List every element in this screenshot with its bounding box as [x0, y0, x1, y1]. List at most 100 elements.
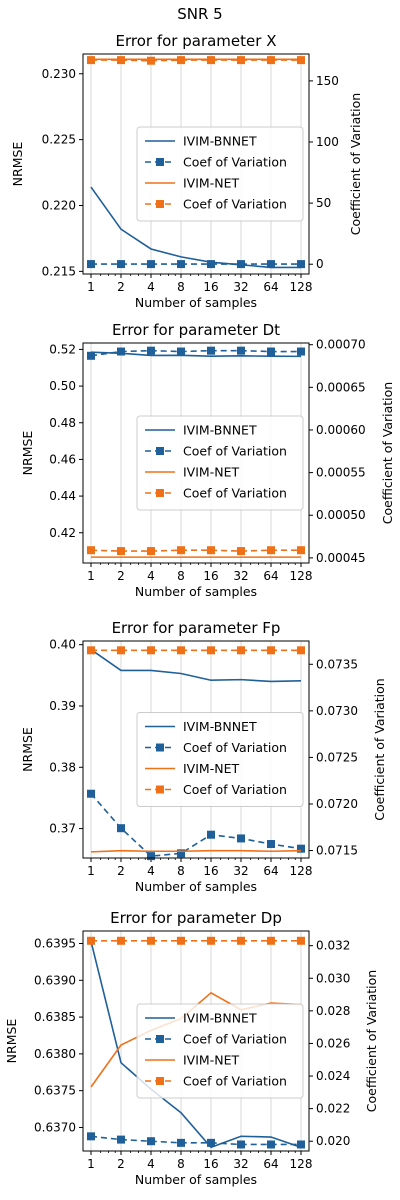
legend-label: IVIM-NET: [183, 761, 239, 776]
series-point-4: [207, 646, 215, 655]
series-point-2: [237, 260, 245, 269]
series-point-2: [147, 852, 155, 861]
legend-box: [136, 126, 304, 222]
x-tick-label: 128: [290, 569, 313, 583]
legend-swatch-marker: [156, 1035, 164, 1043]
y-tick-label: 0.220: [42, 198, 76, 212]
y2-tick-label: 0.026: [316, 1036, 350, 1050]
x-tick-label: 1: [87, 1157, 95, 1171]
y2-tick-label: 0: [316, 257, 324, 271]
plot-frame: [82, 342, 310, 564]
series-point-2: [237, 834, 245, 843]
series-point-4: [87, 546, 95, 555]
y2-tick-label: 0.030: [316, 971, 350, 985]
y2-tick-label: 0.00045: [316, 551, 366, 565]
series-point-2: [207, 260, 215, 269]
x-tick-label: 2: [117, 1157, 125, 1171]
series-point-4: [237, 646, 245, 655]
x-tick-label: 16: [203, 864, 218, 878]
chart-2: Error for parameter Dt 1 2 4 8 16 32 64 128 Numbe…: [20, 321, 395, 599]
series-point-2: [267, 347, 275, 356]
legend-swatch-marker: [156, 743, 164, 752]
y2-tick-label: 0.024: [316, 1069, 350, 1083]
y-tick-label: 0.230: [42, 67, 76, 81]
series-line-2: [90, 1135, 301, 1146]
legend-label: Coef of Variation: [183, 197, 287, 212]
series-point-2: [87, 351, 95, 360]
series-point-4: [117, 547, 125, 556]
series-point-2: [267, 260, 275, 269]
series-point-4: [147, 56, 155, 65]
legend-label: Coef of Variation: [183, 740, 287, 755]
x-tick-label: 2: [117, 569, 125, 583]
y2-tick-label: 0.00065: [316, 380, 366, 394]
legend-label: IVIM-NET: [183, 176, 239, 191]
legend-label: Coef of Variation: [183, 1032, 287, 1047]
legend-label: Coef of Variation: [183, 486, 287, 501]
legend-swatch-marker: [156, 785, 164, 794]
series-point-2: [297, 347, 305, 356]
y-tick-label: 0.52: [49, 342, 76, 356]
x-tick-label: 64: [263, 569, 278, 583]
legend-label: IVIM-BNNET: [183, 423, 257, 438]
series-point-4: [117, 936, 125, 945]
series-point-4: [297, 546, 305, 555]
y2-axis-label: Coefficient of Variation: [364, 970, 379, 1112]
series-point-2: [207, 346, 215, 355]
legend-swatch-marker: [156, 1077, 164, 1085]
y-tick-label: 0.48: [49, 416, 76, 430]
chart-3: Error for parameter Fp 1 2 4 8 16 32 64 128 Numbe…: [20, 619, 387, 894]
series-point-4: [117, 56, 125, 65]
series-point-2: [87, 789, 95, 798]
y2-tick-label: 0.0720: [316, 797, 358, 811]
legend-label: Coef of Variation: [183, 782, 287, 797]
x-tick-label: 2: [117, 280, 125, 294]
series-point-2: [87, 260, 95, 269]
series-line-1: [90, 351, 302, 358]
y-tick-label: 0.46: [49, 452, 76, 466]
legend-swatch-marker: [156, 200, 164, 208]
legend-label: IVIM-BNNET: [183, 1011, 257, 1026]
y-tick-label: 0.6395: [34, 937, 76, 951]
y-tick-label: 0.38: [49, 760, 76, 774]
series-point-2: [207, 830, 215, 839]
series-point-2: [117, 1135, 125, 1144]
series-point-2: [297, 844, 305, 853]
y2-tick-label: 0.020: [316, 1134, 350, 1148]
plot-frame: [82, 930, 310, 1152]
series-point-2: [177, 347, 185, 356]
figure-suptitle: SNR 5: [177, 5, 222, 23]
x-tick-label: 4: [147, 280, 155, 294]
y2-tick-label: 0.028: [316, 1004, 350, 1018]
series-point-2: [117, 824, 125, 833]
series-point-4: [207, 546, 215, 555]
y2-axis-label: Coefficient of Variation: [348, 93, 363, 235]
x-tick-label: 32: [233, 864, 248, 878]
y2-tick-label: 150: [316, 74, 339, 88]
legend-label: IVIM-BNNET: [183, 719, 257, 734]
legend: IVIM-BNNET Coef of Variation IVIM-NET Coef …: [136, 712, 304, 807]
legend-box: [136, 415, 304, 511]
y2-tick-label: 0.0730: [316, 704, 358, 718]
series-line-2: [90, 793, 302, 857]
series-point-4: [267, 646, 275, 655]
y2-tick-label: 0.00050: [316, 508, 366, 522]
series-line-4: [90, 549, 301, 552]
chart-title: Error for parameter X: [116, 32, 277, 50]
y2-tick-label: 0.0725: [316, 750, 358, 764]
plot-frame: [82, 53, 310, 275]
y-tick-label: 0.225: [42, 133, 76, 147]
chart-1: Error for parameter X 1 2 4 8 16 32 64 128 Number…: [10, 32, 363, 310]
y2-tick-label: 0.00070: [316, 338, 366, 352]
series-point-2: [237, 1140, 245, 1149]
series-point-2: [297, 1140, 305, 1149]
chart-title: Error for parameter Dp: [110, 909, 282, 927]
series-point-2: [297, 260, 305, 269]
series-point-2: [87, 1132, 95, 1141]
legend-box: [136, 1003, 304, 1099]
chart-title: Error for parameter Dt: [112, 321, 280, 339]
legend: IVIM-BNNET Coef of Variation IVIM-NET Coef …: [136, 1003, 304, 1099]
legend-label: IVIM-BNNET: [183, 134, 257, 149]
y-tick-label: 0.6380: [34, 1047, 76, 1061]
x-tick-label: 128: [290, 1157, 313, 1171]
